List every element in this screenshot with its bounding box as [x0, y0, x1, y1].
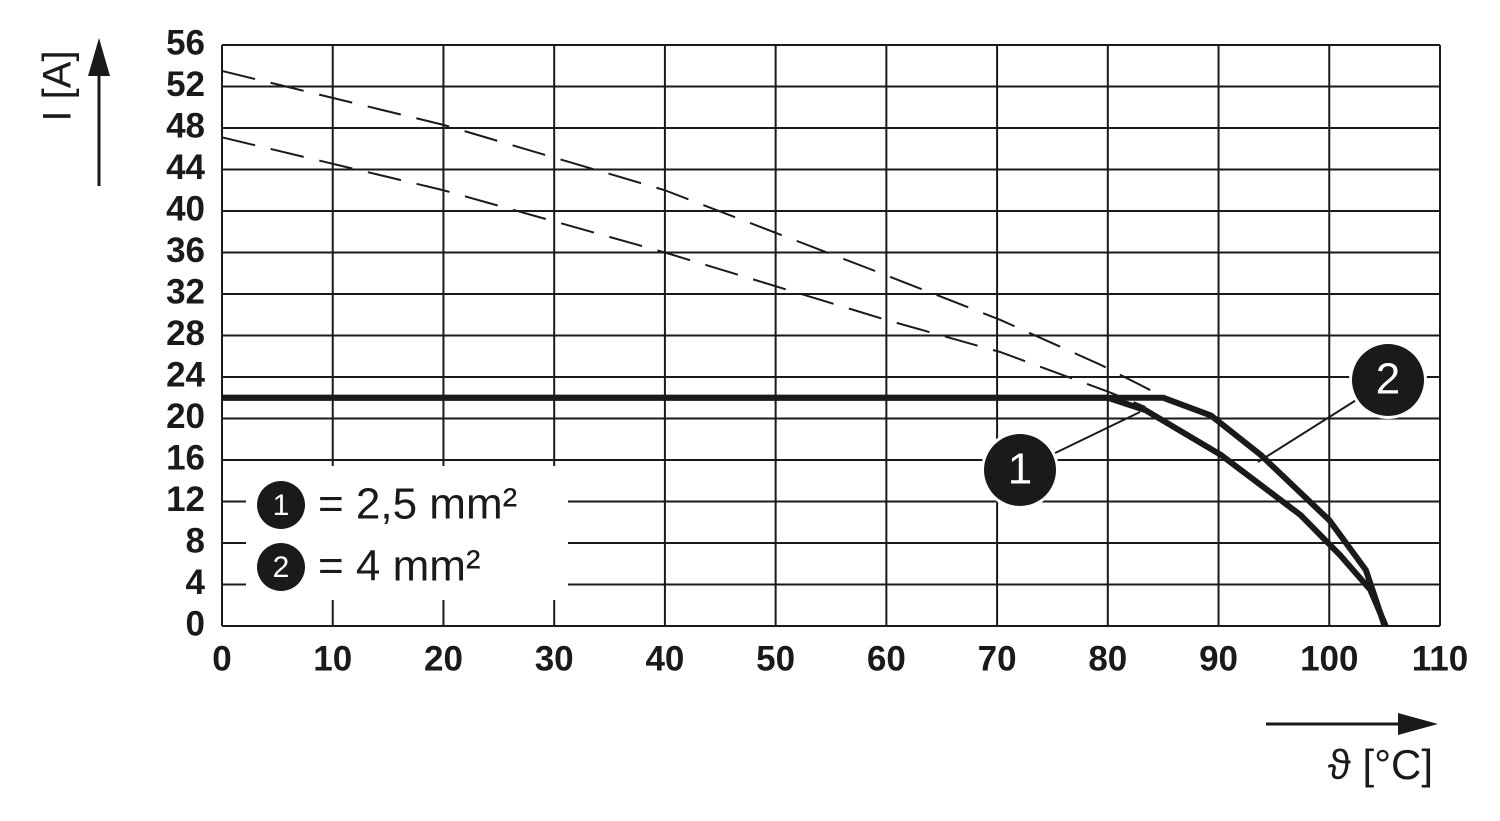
y-tick-label: 56: [166, 23, 205, 62]
legend-marker-label: 1: [273, 489, 290, 522]
x-tick-label: 10: [313, 639, 352, 678]
y-tick-label: 24: [166, 355, 205, 394]
x-axis-label: ϑ [°C]: [1328, 741, 1433, 788]
y-tick-label: 12: [166, 480, 205, 519]
y-tick-label: 8: [186, 521, 205, 560]
y-tick-label: 16: [166, 438, 205, 477]
x-tick-label: 110: [1412, 639, 1468, 678]
y-tick-label: 0: [186, 604, 205, 643]
legend-marker-label: 2: [273, 551, 290, 584]
x-tick-label: 90: [1199, 639, 1238, 678]
x-tick-label: 80: [1088, 639, 1127, 678]
x-tick-label: 40: [645, 639, 684, 678]
y-tick-label: 40: [166, 189, 205, 228]
y-axis-label: I [A]: [36, 50, 80, 121]
x-tick-label: 0: [212, 639, 231, 678]
callout-label: 1: [1008, 445, 1032, 494]
y-tick-label: 52: [166, 65, 205, 104]
legend-marker: [257, 543, 305, 591]
x-tick-label: 60: [867, 639, 906, 678]
callout-label: 2: [1376, 355, 1400, 404]
legend-label: = 2,5 mm²: [318, 480, 517, 529]
line: [222, 394, 1388, 627]
dashed-line: [221, 69, 1166, 399]
x-axis-arrowhead: [1398, 713, 1438, 735]
x-tick-label: 50: [756, 639, 795, 678]
legend-marker: [257, 481, 305, 529]
y-axis-arrowhead: [88, 38, 110, 76]
y-tick-label: 4: [186, 563, 206, 602]
y-tick-label: 36: [166, 231, 205, 270]
callout-circle: [984, 434, 1056, 506]
y-tick-label: 44: [166, 148, 205, 187]
callout-circle: [1352, 344, 1424, 416]
dashed-line: [221, 136, 1146, 409]
y-tick-label: 48: [166, 106, 205, 145]
x-tick-label: 30: [535, 639, 574, 678]
y-tick-label: 20: [166, 397, 205, 436]
legend-label: = 4 mm²: [318, 542, 481, 591]
y-tick-label: 28: [166, 314, 205, 353]
x-tick-label: 70: [978, 639, 1017, 678]
x-tick-label: 20: [424, 639, 463, 678]
x-tick-label: 100: [1300, 639, 1358, 678]
y-tick-label: 32: [166, 272, 205, 311]
